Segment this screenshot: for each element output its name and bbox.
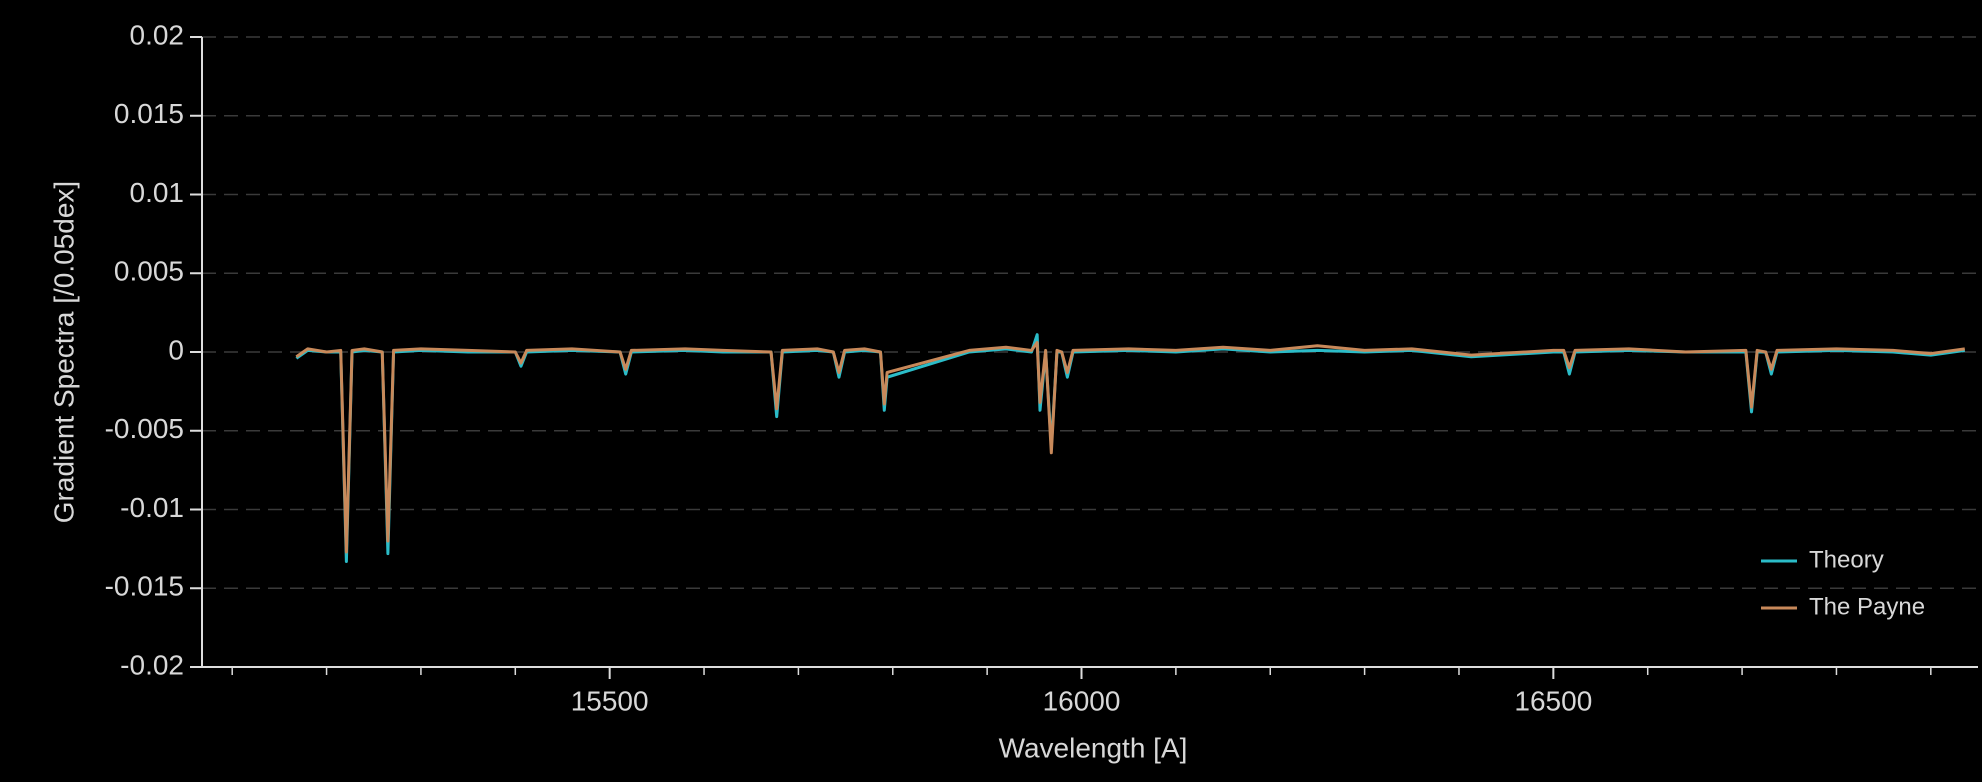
y-axis-label: Gradient Spectra [/0.05dex] [48,181,79,523]
y-tick-label: -0.02 [120,649,184,680]
y-tick-label: 0.02 [130,19,185,50]
x-tick-label: 16500 [1514,685,1592,716]
series-line [295,333,1965,563]
y-tick-label: 0.015 [114,98,184,129]
legend-label: Theory [1809,546,1884,573]
series-line [295,341,1965,554]
y-tick-label: 0.01 [130,177,185,208]
y-tick-label: 0 [168,334,184,365]
y-tick-label: -0.005 [105,413,184,444]
y-tick-label: -0.01 [120,492,184,523]
x-tick-label: 16000 [1043,685,1121,716]
x-axis-label: Wavelength [A] [999,732,1188,763]
y-tick-label: -0.015 [105,571,184,602]
legend-label: The Payne [1809,593,1925,620]
x-tick-label: 15500 [571,685,649,716]
y-tick-label: 0.005 [114,256,184,287]
